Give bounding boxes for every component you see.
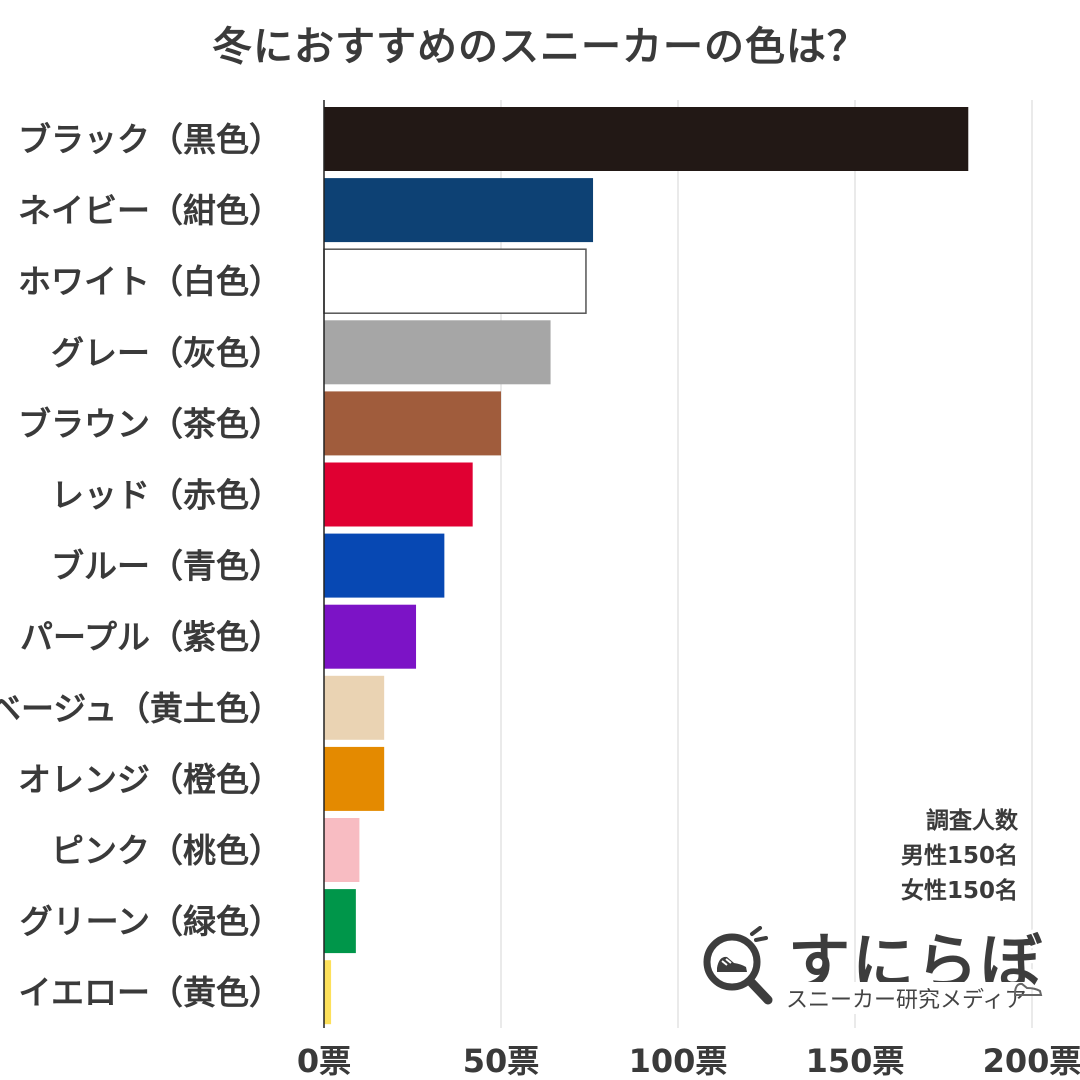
survey-title: 調査人数 — [926, 808, 1018, 834]
bar — [324, 107, 969, 171]
category-label: ブルー（青色） — [51, 547, 282, 586]
category-label: パープル（紫色） — [20, 618, 282, 657]
magnifier-sneaker-icon — [703, 926, 773, 1005]
x-tick-label: 100票 — [629, 1042, 728, 1080]
bars — [323, 107, 969, 1025]
survey-female-count: 女性150名 — [900, 878, 1018, 904]
x-tick-labels: 0票 50票 100票 150票 200票 — [297, 1042, 1080, 1080]
chart-title: 冬におすすめのスニーカーの色は？ — [212, 24, 868, 70]
x-tick-label: 50票 — [463, 1042, 540, 1080]
category-label: グリーン（緑色） — [20, 902, 282, 941]
bar — [324, 604, 417, 669]
bar — [324, 746, 385, 811]
bar — [324, 320, 551, 385]
category-label: イエロー（黄色） — [18, 973, 282, 1012]
bar — [323, 248, 587, 314]
x-tick-label: 150票 — [806, 1042, 905, 1080]
category-labels: ブラック（黒色） ネイビー（紺色） ホワイト（白色） グレー（灰色） ブラウン（茶色） レ… — [0, 120, 282, 1012]
bar — [324, 462, 473, 527]
category-label: レッド（赤色） — [51, 476, 282, 515]
category-label: ブラウン（茶色） — [18, 404, 282, 443]
bar — [324, 675, 385, 740]
x-tick-label: 0票 — [297, 1042, 351, 1080]
bar — [324, 533, 445, 598]
category-label: ピンク（桃色） — [51, 831, 282, 870]
brand-logo: すにらぼ スニーカー研究メディア — [700, 918, 1045, 1018]
category-label: グレー（灰色） — [51, 333, 282, 372]
survey-male-count: 男性150名 — [900, 843, 1018, 869]
bar — [324, 960, 332, 1025]
bar — [324, 178, 594, 243]
x-tick-label: 200票 — [983, 1042, 1080, 1080]
bar — [324, 391, 501, 456]
category-label: ベージュ（黄土色） — [0, 689, 282, 728]
category-label: ホワイト（白色） — [18, 262, 282, 301]
bar — [324, 818, 360, 882]
category-label: オレンジ（橙色） — [18, 760, 282, 799]
sneaker-icon — [1014, 982, 1043, 996]
logo-subtitle: スニーカー研究メディア — [784, 982, 1029, 1014]
bar — [324, 889, 356, 954]
category-label: ネイビー（紺色） — [18, 191, 282, 230]
survey-info: 調査人数 男性150名 女性150名 — [901, 804, 1018, 909]
category-label: ブラック（黒色） — [18, 120, 282, 159]
